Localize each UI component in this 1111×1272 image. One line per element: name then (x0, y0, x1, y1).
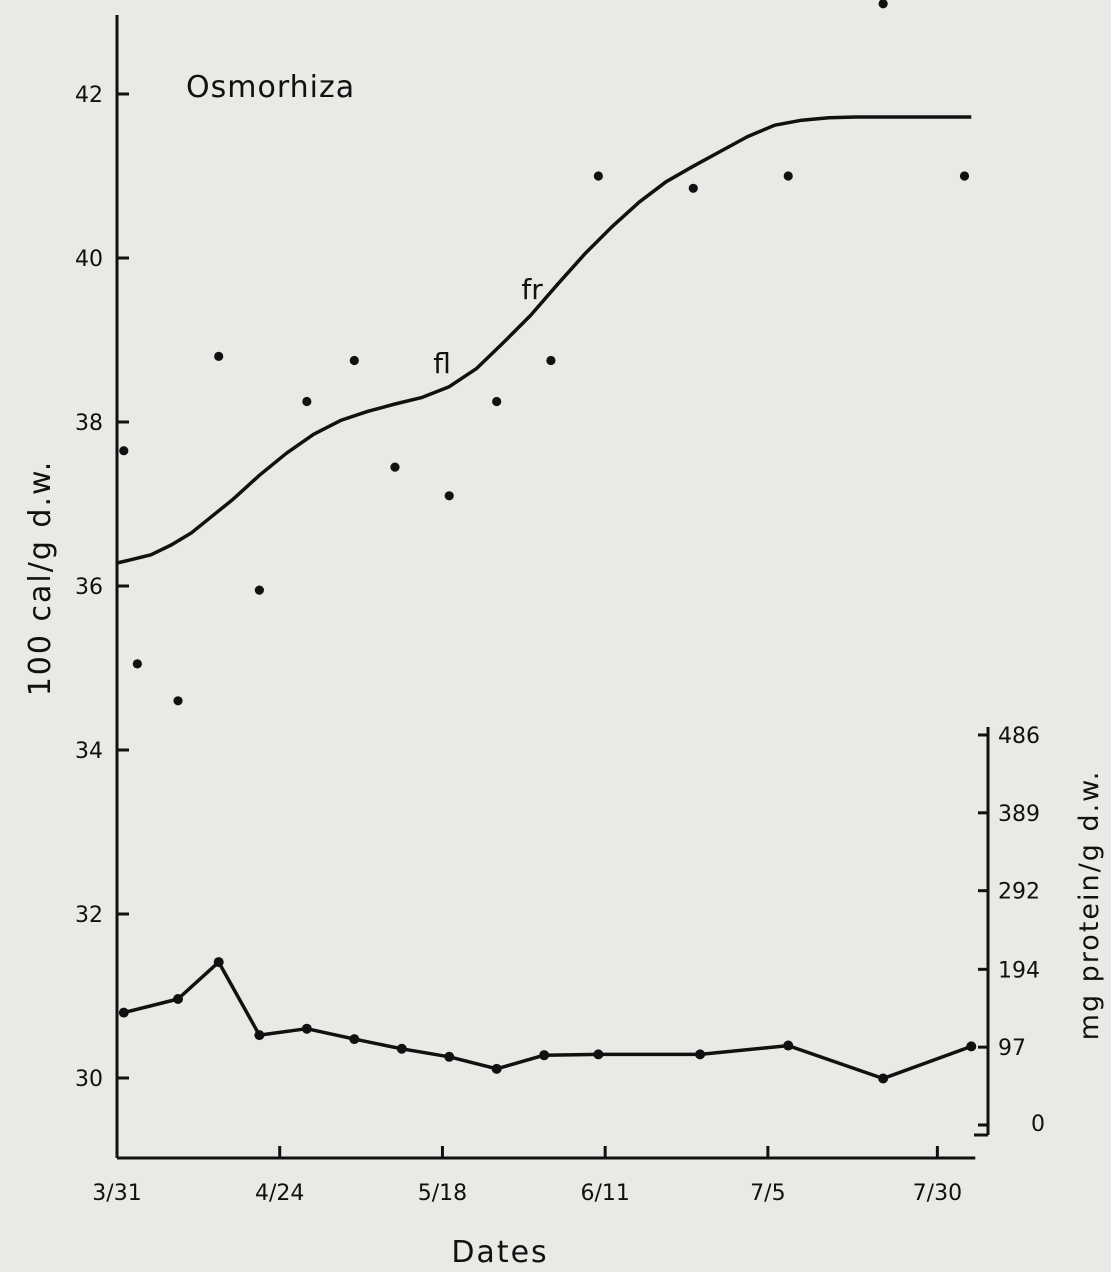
x-tick-label: 6/11 (580, 1181, 629, 1206)
protein-point (213, 957, 224, 968)
protein-point (783, 1040, 794, 1051)
protein-point (118, 1007, 129, 1018)
data-point (546, 355, 556, 366)
data-point (173, 696, 183, 706)
protein-point (301, 1023, 312, 1034)
data-point (254, 585, 264, 595)
y2-tick-label: 97 (998, 1036, 1026, 1061)
annotation-label: fl (433, 347, 451, 380)
protein-point (444, 1051, 455, 1062)
protein-point (695, 1049, 706, 1060)
data-point (390, 462, 400, 472)
annotation-label: fr (521, 273, 543, 306)
data-point (878, 0, 888, 9)
data-point (959, 171, 970, 181)
x-tick-label: 5/18 (418, 1181, 467, 1206)
axes: 30 32 34 36 38 40 42 3/31 4/24 5/18 6/11 7/5 7/30 0 97… (75, 15, 1045, 1206)
data-point (444, 491, 454, 501)
y-tick-label: 40 (75, 247, 103, 272)
y2-axis-title: mg protein/g d.w. (1074, 770, 1105, 1041)
protein-point (593, 1049, 604, 1060)
fitted-curve-line (116, 115, 972, 565)
fitted-curve (116, 115, 972, 565)
energy-points (119, 0, 970, 706)
y2-tick-label: 486 (998, 724, 1040, 749)
y2-tick-label: 0 (1031, 1112, 1045, 1137)
protein-point (539, 1050, 550, 1061)
y-tick-label: 36 (75, 575, 103, 600)
x-tick-label: 7/5 (750, 1181, 785, 1206)
y-tick-label: 32 (75, 903, 103, 928)
data-point (688, 183, 698, 193)
labels: Osmorhiza Dates 100 cal/g d.w. mg protei… (23, 70, 1105, 1270)
protein-point (254, 1030, 265, 1041)
y-tick-label: 34 (75, 739, 103, 764)
protein-point (491, 1063, 502, 1074)
protein-point (173, 994, 184, 1005)
protein-point (878, 1073, 889, 1084)
x-axis-title: Dates (451, 1235, 548, 1270)
x-tick-label: 4/24 (255, 1181, 304, 1206)
x-tick-label: 3/31 (92, 1181, 141, 1206)
y-tick-label: 38 (75, 411, 103, 436)
y2-tick-label: 389 (998, 802, 1040, 827)
y2-tick-label: 194 (998, 958, 1040, 983)
y2-tick-label: 292 (998, 880, 1040, 905)
chart-title: Osmorhiza (186, 70, 355, 105)
data-point (593, 171, 603, 181)
protein-point (966, 1041, 977, 1052)
protein-series (118, 957, 977, 1084)
data-point (349, 355, 359, 366)
data-point (119, 446, 129, 456)
x-tick-label: 7/30 (913, 1181, 962, 1206)
data-point (132, 659, 142, 669)
y-tick-label: 30 (75, 1067, 103, 1092)
data-point (214, 351, 224, 361)
protein-point (396, 1043, 407, 1054)
data-point (492, 396, 502, 407)
y-axis-title: 100 cal/g d.w. (23, 460, 58, 697)
y-tick-label: 42 (75, 83, 103, 108)
data-point (302, 396, 312, 407)
data-point (783, 171, 793, 181)
protein-point (349, 1034, 360, 1045)
protein-line (123, 960, 972, 1081)
